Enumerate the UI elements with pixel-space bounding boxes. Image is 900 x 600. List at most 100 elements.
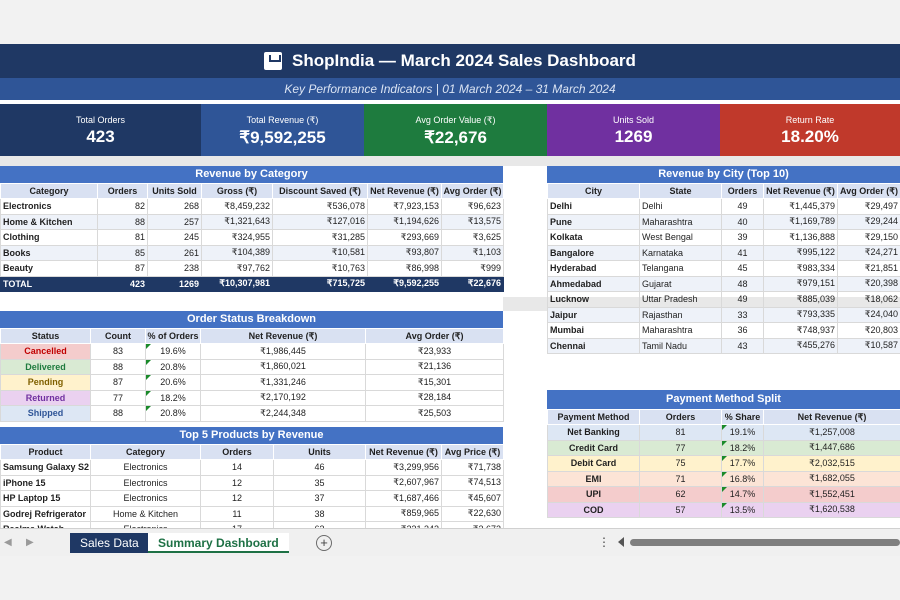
total-cell[interactable]: ₹10,307,981	[201, 275, 273, 292]
table-cell[interactable]: 19.6%	[145, 343, 201, 360]
table-cell[interactable]: 46	[273, 459, 366, 476]
table-cell[interactable]: ₹748,937	[763, 322, 838, 339]
table-cell[interactable]: 18.2%	[145, 389, 201, 406]
kpi-total-orders[interactable]: Total Orders 423	[0, 104, 201, 156]
table-cell[interactable]: 268	[147, 198, 202, 215]
total-cell[interactable]: 423	[97, 275, 148, 292]
table-cell[interactable]: ₹1,687,466	[365, 490, 442, 507]
table-cell[interactable]: ₹10,581	[272, 244, 368, 261]
scroll-left-icon[interactable]	[618, 537, 624, 547]
table-cell[interactable]: ₹2,032,515	[763, 455, 900, 472]
table-cell[interactable]: iPhone 15	[0, 474, 91, 491]
table-cell[interactable]: ₹1,194,626	[367, 213, 442, 230]
table-cell[interactable]: ₹29,244	[837, 213, 900, 230]
table-cell[interactable]: ₹324,955	[201, 229, 273, 246]
table-cell[interactable]: ₹1,986,445	[200, 343, 366, 360]
table-cell[interactable]: Jaipur	[547, 306, 640, 323]
table-cell[interactable]: Uttar Pradesh	[639, 291, 722, 308]
table-cell[interactable]: 87	[97, 260, 148, 277]
kpi-return-rate[interactable]: Return Rate 18.20%	[720, 104, 900, 156]
table-cell[interactable]: ₹15,301	[365, 374, 504, 391]
table-cell[interactable]: ₹8,459,232	[201, 198, 273, 215]
table-cell[interactable]: ₹2,244,348	[200, 405, 366, 422]
payment-method-label[interactable]: Net Banking	[547, 424, 640, 441]
table-cell[interactable]: 35	[273, 474, 366, 491]
table-cell[interactable]: 81	[639, 424, 722, 441]
table-cell[interactable]: ₹1,257,008	[763, 424, 900, 441]
table-cell[interactable]: ₹29,150	[837, 229, 900, 246]
table-cell[interactable]: Karnataka	[639, 244, 722, 261]
table-cell[interactable]: ₹23,933	[365, 343, 504, 360]
table-cell[interactable]: ₹21,851	[837, 260, 900, 277]
table-cell[interactable]: 19.1%	[721, 424, 764, 441]
table-cell[interactable]: ₹1,169,789	[763, 213, 838, 230]
table-cell[interactable]: ₹10,763	[272, 260, 368, 277]
table-cell[interactable]: 40	[721, 213, 764, 230]
table-cell[interactable]: ₹24,040	[837, 306, 900, 323]
table-cell[interactable]: ₹31,285	[272, 229, 368, 246]
table-cell[interactable]: 77	[639, 439, 722, 456]
table-cell[interactable]: Electronics	[90, 490, 201, 507]
table-cell[interactable]: 62	[639, 486, 722, 503]
table-cell[interactable]: ₹97,762	[201, 260, 273, 277]
prev-sheet-icon[interactable]: ◀	[4, 537, 12, 548]
table-cell[interactable]: ₹25,503	[365, 405, 504, 422]
table-cell[interactable]: ₹885,039	[763, 291, 838, 308]
table-cell[interactable]: 77	[90, 389, 146, 406]
status-badge[interactable]: Returned	[0, 389, 91, 406]
table-cell[interactable]: Gujarat	[639, 275, 722, 292]
table-cell[interactable]: 238	[147, 260, 202, 277]
status-badge[interactable]: Shipped	[0, 405, 91, 422]
table-cell[interactable]: Rajasthan	[639, 306, 722, 323]
table-cell[interactable]: 20.8%	[145, 405, 201, 422]
table-cell[interactable]: 33	[721, 306, 764, 323]
table-cell[interactable]: 81	[97, 229, 148, 246]
table-cell[interactable]: Clothing	[0, 229, 98, 246]
table-cell[interactable]: 14.7%	[721, 486, 764, 503]
table-cell[interactable]: Lucknow	[547, 291, 640, 308]
next-sheet-icon[interactable]: ▶	[26, 537, 34, 548]
table-cell[interactable]: Delhi	[547, 198, 640, 215]
table-cell[interactable]: 88	[90, 358, 146, 375]
table-cell[interactable]: ₹74,513	[441, 474, 504, 491]
table-cell[interactable]: ₹2,170,192	[200, 389, 366, 406]
table-cell[interactable]: 75	[639, 455, 722, 472]
table-cell[interactable]: 20.6%	[145, 374, 201, 391]
table-cell[interactable]: Kolkata	[547, 229, 640, 246]
add-sheet-button[interactable]: +	[316, 535, 332, 551]
table-cell[interactable]: 43	[721, 337, 764, 354]
table-cell[interactable]: 18.2%	[721, 439, 764, 456]
table-cell[interactable]: ₹104,389	[201, 244, 273, 261]
table-cell[interactable]: ₹793,335	[763, 306, 838, 323]
status-badge[interactable]: Delivered	[0, 358, 91, 375]
total-cell[interactable]: ₹22,676	[441, 275, 504, 292]
table-cell[interactable]: ₹7,923,153	[367, 198, 442, 215]
table-cell[interactable]: ₹983,334	[763, 260, 838, 277]
table-cell[interactable]: ₹1,447,686	[763, 439, 900, 456]
table-cell[interactable]: ₹21,136	[365, 358, 504, 375]
table-cell[interactable]: 12	[200, 490, 274, 507]
table-cell[interactable]: Books	[0, 244, 98, 261]
table-cell[interactable]: ₹3,625	[441, 229, 504, 246]
table-cell[interactable]: ₹93,807	[367, 244, 442, 261]
table-cell[interactable]: ₹96,623	[441, 198, 504, 215]
table-cell[interactable]: ₹1,620,538	[763, 501, 900, 518]
table-cell[interactable]: Electronics	[90, 474, 201, 491]
table-cell[interactable]: ₹13,575	[441, 213, 504, 230]
table-cell[interactable]: ₹1,321,643	[201, 213, 273, 230]
table-cell[interactable]: Telangana	[639, 260, 722, 277]
table-cell[interactable]: 20.8%	[145, 358, 201, 375]
table-cell[interactable]: Tamil Nadu	[639, 337, 722, 354]
table-cell[interactable]: Hyderabad	[547, 260, 640, 277]
table-cell[interactable]: 14	[200, 459, 274, 476]
kpi-total-revenue[interactable]: Total Revenue (₹) ₹9,592,255	[201, 104, 364, 156]
table-cell[interactable]: ₹20,803	[837, 322, 900, 339]
table-cell[interactable]: ₹2,607,967	[365, 474, 442, 491]
table-cell[interactable]: Maharashtra	[639, 213, 722, 230]
kpi-avg-order-value[interactable]: Avg Order Value (₹) ₹22,676	[364, 104, 547, 156]
status-badge[interactable]: Cancelled	[0, 343, 91, 360]
table-cell[interactable]: ₹3,299,956	[365, 459, 442, 476]
table-cell[interactable]: 85	[97, 244, 148, 261]
payment-method-label[interactable]: EMI	[547, 470, 640, 487]
table-cell[interactable]: Home & Kitchen	[90, 505, 201, 522]
